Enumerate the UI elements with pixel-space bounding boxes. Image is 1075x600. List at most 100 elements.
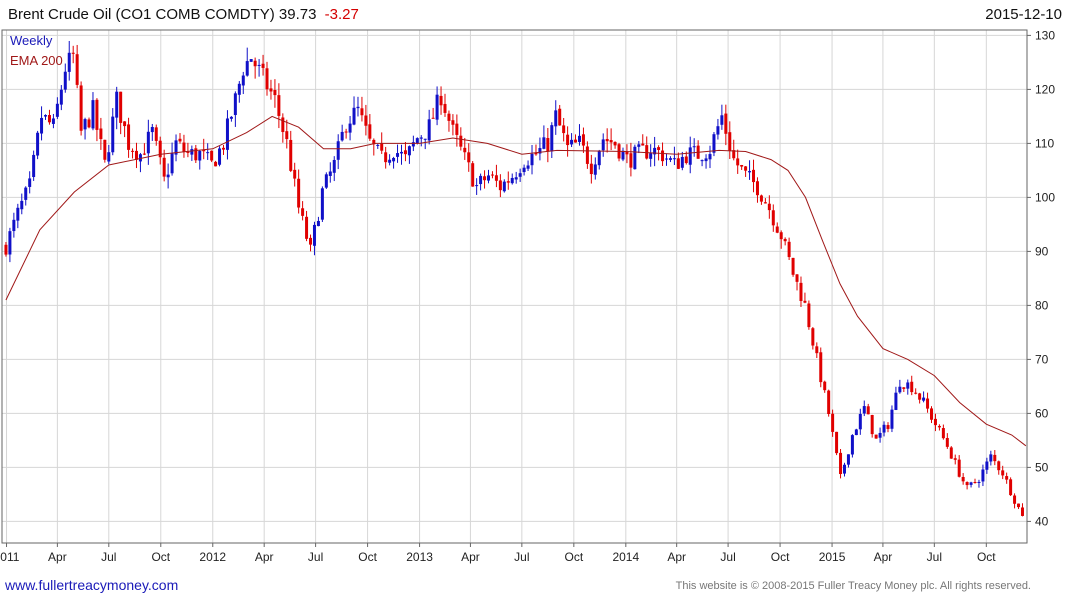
candle-body [455,123,459,135]
candle-body [95,99,99,130]
candle-body [878,432,882,438]
plot-border [1,29,1028,544]
candle-body [316,220,320,227]
candle-body [253,60,257,67]
copyright-text: This website is © 2008-2015 Fuller Treac… [675,580,1031,592]
candle-body [720,115,724,125]
candle-body [59,89,63,105]
candle-body [138,154,142,162]
candle-body [459,135,463,147]
candle-body [146,131,150,154]
x-tick-label: Apr [667,550,686,564]
candle-body [981,469,985,482]
candle-body [870,414,874,435]
candle-body [704,158,708,162]
candle-body [621,150,625,160]
candle-body [890,409,894,429]
candle-body [174,140,178,155]
candle-body [700,160,704,162]
chart-date: 2015-12-10 [985,6,1062,23]
candle-body [494,175,498,181]
chart-title: Brent Crude Oil (CO1 COMB COMDTY) [8,6,275,23]
candle-body [771,210,775,226]
candle-body [119,91,123,123]
candle-body [67,52,71,72]
x-tick-label: Jul [927,550,942,564]
candle-body [629,153,633,168]
candle-body [1005,476,1009,480]
candle-body [823,381,827,391]
candle-body [759,195,763,202]
candle-body [827,390,831,415]
candle-body [842,464,846,474]
candle-body [886,425,890,429]
candle-body [914,392,918,394]
candle-body [787,241,791,258]
candle-body [502,181,506,192]
candle-body [305,216,309,239]
candle-body [589,163,593,175]
candle-body [150,126,154,133]
candle-body [384,152,388,163]
x-tick-label: Apr [255,550,274,564]
candle-body [558,108,562,126]
candle-body [645,145,649,159]
candle-body [581,134,585,146]
candle-body [1009,479,1013,496]
y-tick-label: 110 [1035,136,1054,150]
y-tick-label: 40 [1035,514,1049,528]
candle-body [894,392,898,410]
candle-body [388,159,392,163]
candle-body [514,177,518,180]
candle-body [47,115,51,123]
candle-body [550,125,554,152]
y-tick-label: 70 [1035,352,1049,366]
candle-body [131,150,135,152]
candle-body [585,146,589,164]
candle-body [352,107,356,125]
candle-body [570,139,574,145]
candle-body [451,120,455,125]
candle-body [949,447,953,459]
candle-body [71,52,75,54]
x-tick-label: Apr [874,550,893,564]
candle-body [463,147,467,153]
grid-lines [2,30,1027,543]
candle-body [783,238,787,242]
candle-body [142,153,146,155]
candle-body [4,244,8,255]
candle-body [811,328,815,346]
candle-body [431,117,435,119]
candle-body [597,150,601,166]
candle-body [625,151,629,155]
candle-body [83,119,87,130]
candle-body [443,103,447,113]
x-tick-label: Oct [151,550,170,564]
candle-body [657,147,661,150]
candle-body [902,387,906,389]
candle-body [922,397,926,401]
candle-body [134,150,138,160]
candle-body [676,158,680,169]
x-tick-label: Jul [308,550,323,564]
candle-body [372,139,376,145]
candle-body [574,139,578,143]
candle-body [324,174,328,188]
candle-body [392,157,396,162]
candle-body [910,381,914,393]
candle-body [190,149,194,155]
candle-body [926,398,930,409]
candle-body [336,141,340,160]
candle-body [554,110,558,127]
candle-body [107,152,111,162]
candle-body [32,154,36,178]
candle-body [668,158,672,160]
candle-body [439,95,443,106]
website-link[interactable]: www.fullertreacymoney.com [5,577,179,593]
candle-body [320,188,324,220]
candle-body [850,435,854,455]
candle-body [882,424,886,433]
candle-body [752,169,756,183]
candle-body [748,171,752,173]
candle-body [593,164,597,175]
